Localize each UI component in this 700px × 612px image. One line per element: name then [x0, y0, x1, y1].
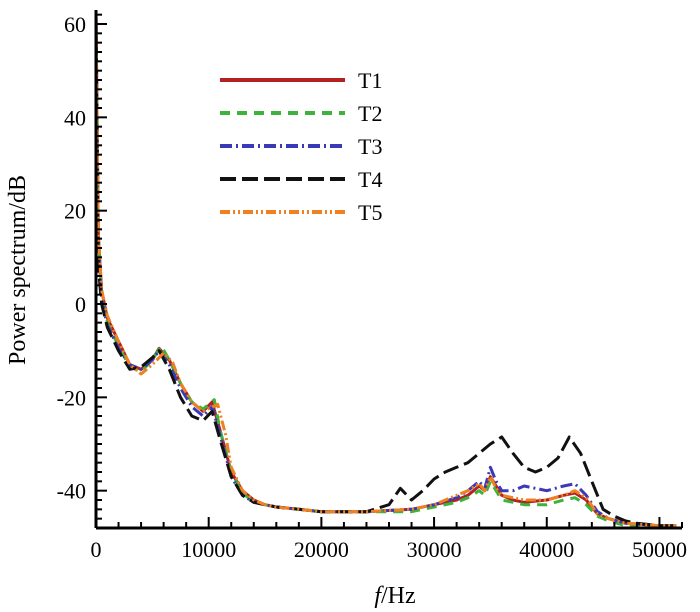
x-tick-label: 50000 [632, 537, 687, 562]
series-line-t3 [94, 14, 677, 528]
series-line-t1 [94, 14, 677, 528]
series-line-t4 [94, 14, 677, 528]
x-tick-label: 20000 [294, 537, 349, 562]
legend-label-t2: T2 [358, 101, 382, 126]
y-tick-label: 0 [75, 292, 86, 317]
x-tick-label: 0 [91, 537, 102, 562]
x-axis-label-unit: /Hz [381, 583, 416, 609]
y-tick-label: 20 [64, 199, 86, 224]
legend-label-t1: T1 [358, 68, 382, 93]
x-tick-label: 10000 [181, 537, 236, 562]
y-axis-label: Power spectrum/dB [5, 175, 31, 365]
y-tick-label: 40 [64, 105, 86, 130]
y-tick-label: 60 [64, 12, 86, 37]
x-tick-label: 30000 [407, 537, 462, 562]
plot-area [94, 14, 677, 528]
x-axis-label-symbol: f [374, 583, 384, 609]
legend-label-t3: T3 [358, 134, 382, 159]
series-line-t2 [94, 14, 677, 528]
legend: T1 T2 T3 T4 T5 [220, 68, 382, 225]
axes [94, 10, 682, 530]
x-axis-label: f/Hz [374, 583, 415, 609]
legend-label-t5: T5 [358, 200, 382, 225]
series-line-t5 [94, 14, 677, 528]
x-tick-label: 40000 [519, 537, 574, 562]
legend-label-t4: T4 [358, 167, 382, 192]
y-tick-label: -20 [57, 385, 86, 410]
ticks: 0 10000 20000 30000 40000 50000 -40 -20 0 20 40 60 [57, 12, 687, 562]
y-tick-label: -40 [57, 479, 86, 504]
